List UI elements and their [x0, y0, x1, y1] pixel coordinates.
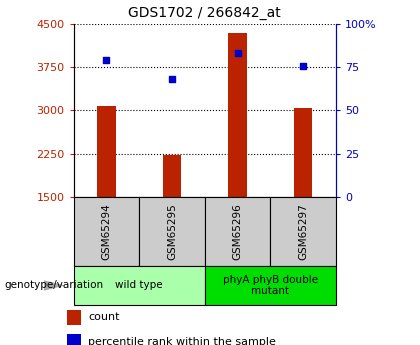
Text: GSM65295: GSM65295	[167, 203, 177, 259]
Text: wild type: wild type	[116, 280, 163, 290]
Text: genotype/variation: genotype/variation	[4, 280, 103, 290]
Bar	[74, 266, 205, 305]
Bar	[139, 197, 205, 266]
Title: GDS1702 / 266842_at: GDS1702 / 266842_at	[129, 6, 281, 20]
Text: count: count	[88, 313, 120, 322]
Bar	[67, 334, 81, 345]
Bar	[270, 197, 336, 266]
Polygon shape	[44, 280, 65, 290]
Text: GSM65294: GSM65294	[101, 203, 111, 259]
Point	[234, 51, 241, 56]
Bar	[294, 108, 312, 197]
Bar	[205, 197, 270, 266]
Text: percentile rank within the sample: percentile rank within the sample	[88, 337, 276, 345]
Text: phyA phyB double
mutant: phyA phyB double mutant	[223, 275, 318, 296]
Point	[168, 77, 175, 82]
Bar	[228, 33, 247, 197]
Bar	[205, 266, 336, 305]
Text: GSM65296: GSM65296	[233, 203, 243, 259]
Bar	[97, 106, 116, 197]
Point	[103, 58, 110, 63]
Point	[300, 63, 307, 68]
Bar	[67, 310, 81, 325]
Bar	[163, 155, 181, 197]
Bar	[74, 197, 139, 266]
Text: GSM65297: GSM65297	[298, 203, 308, 259]
